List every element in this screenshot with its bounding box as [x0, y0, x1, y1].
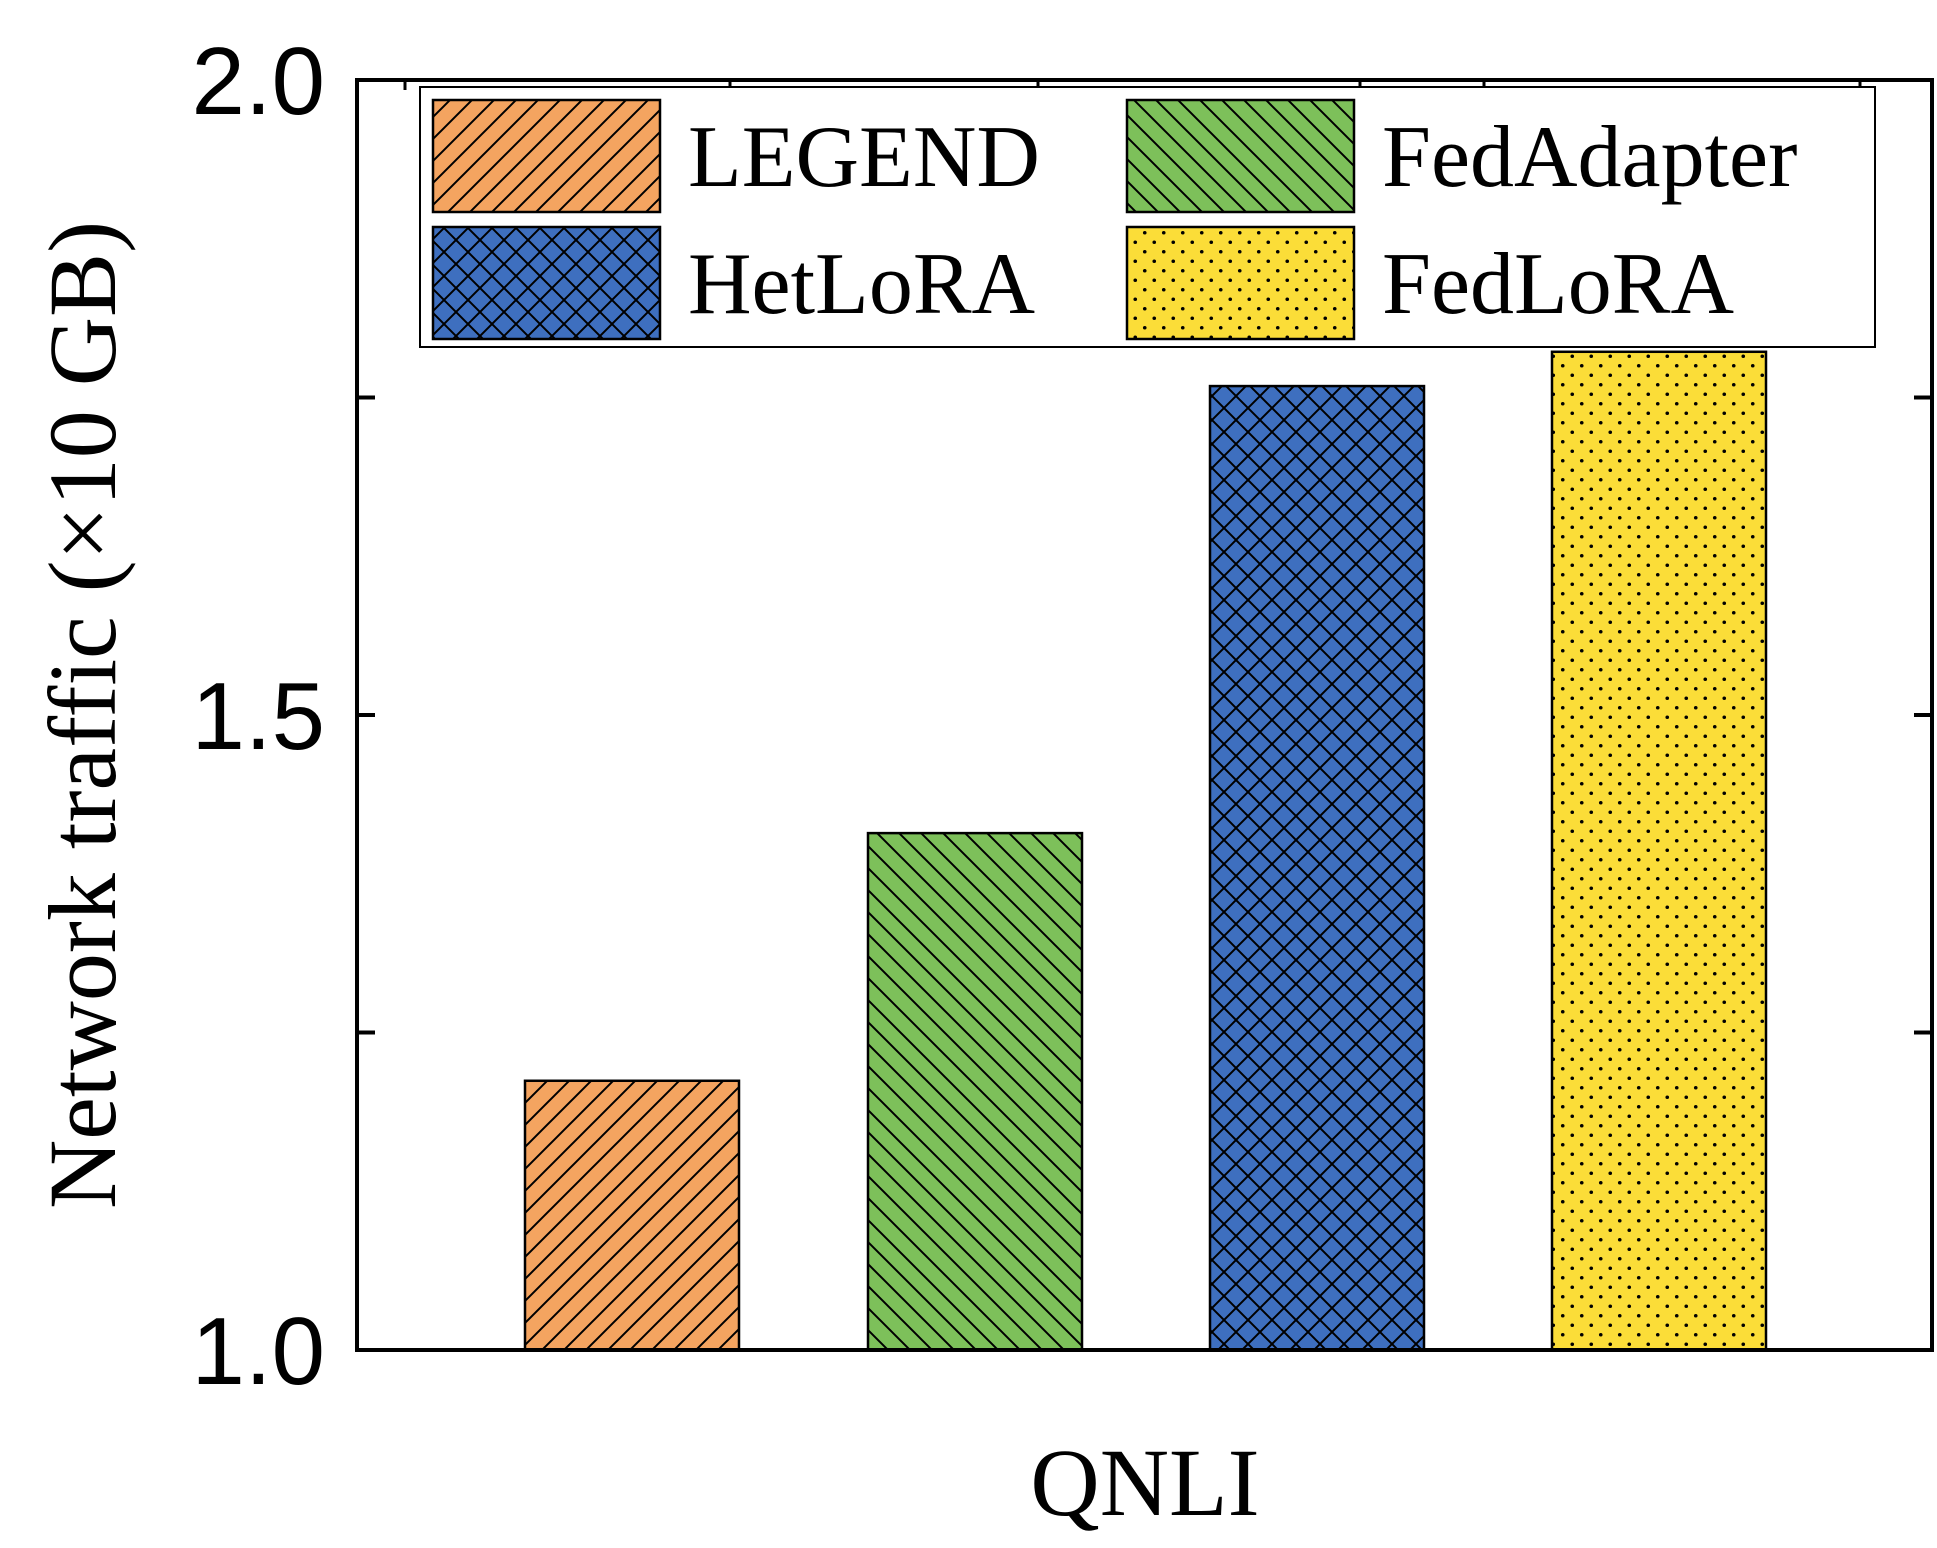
bar-legend	[523, 1079, 741, 1352]
bar-fedadapter	[866, 831, 1084, 1352]
legend-swatch-fedadapter	[1125, 98, 1356, 214]
legend-swatch-hetlora	[431, 225, 662, 341]
legend-swatch-legend	[431, 98, 662, 214]
y-axis-title: Network traffic (×10 GB)	[29, 221, 136, 1209]
y-tick-label: 1.5	[192, 663, 325, 770]
y-tick-label: 2.0	[192, 28, 325, 135]
bar-hetlora	[1208, 384, 1426, 1352]
legend-swatch-fedlora	[1125, 225, 1356, 341]
y-tick-label: 1.0	[192, 1298, 325, 1405]
bars-layer	[523, 350, 1768, 1352]
legend-entries: LEGEND FedAdapter HetLoRA FedLoRA	[431, 98, 1797, 341]
legend: LEGEND FedAdapter HetLoRA FedLoRA	[419, 86, 1876, 348]
legend-label-hetlora: HetLoRA	[688, 236, 1035, 333]
legend-label-fedadapter: FedAdapter	[1382, 109, 1797, 206]
legend-label-legend: LEGEND	[688, 109, 1040, 206]
bar-fedlora	[1550, 350, 1768, 1352]
x-axis-title: QNLI	[1030, 1429, 1259, 1536]
legend-label-fedlora: FedLoRA	[1382, 236, 1734, 333]
y-axis-ticks: 1.0 1.5 2.0	[192, 28, 1932, 1405]
